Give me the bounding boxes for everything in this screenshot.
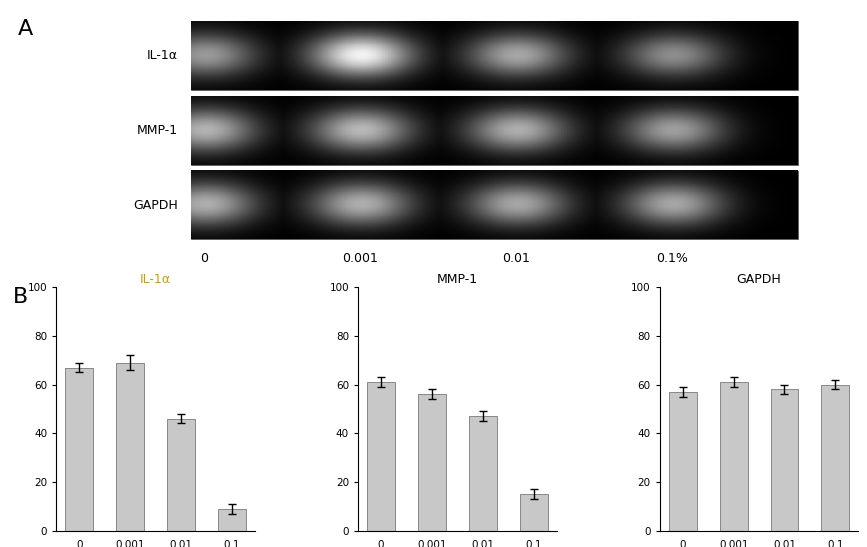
Title: GAPDH: GAPDH [737,273,781,286]
Title: MMP-1: MMP-1 [437,273,478,286]
Bar [167,418,195,531]
Bar [191,171,798,240]
Bar [469,416,497,531]
Text: MMP-1: MMP-1 [137,124,178,137]
Bar [720,382,747,531]
Bar [191,96,798,165]
Text: 0.001: 0.001 [342,253,378,265]
Bar [771,389,799,531]
Bar [116,363,144,531]
Text: IL-1α: IL-1α [147,49,178,62]
Text: 0.01: 0.01 [502,253,530,265]
Bar [418,394,446,531]
Text: GAPDH: GAPDH [133,199,178,212]
Bar [668,392,697,531]
Text: B: B [13,287,29,307]
Text: 0: 0 [199,253,208,265]
Title: IL-1α: IL-1α [140,273,171,286]
Bar [367,382,395,531]
Bar [191,21,798,90]
Bar [218,509,246,531]
Bar [519,494,548,531]
Bar [821,385,850,531]
Bar [65,368,94,531]
Text: A: A [17,19,33,39]
Text: 0.1%: 0.1% [656,253,688,265]
